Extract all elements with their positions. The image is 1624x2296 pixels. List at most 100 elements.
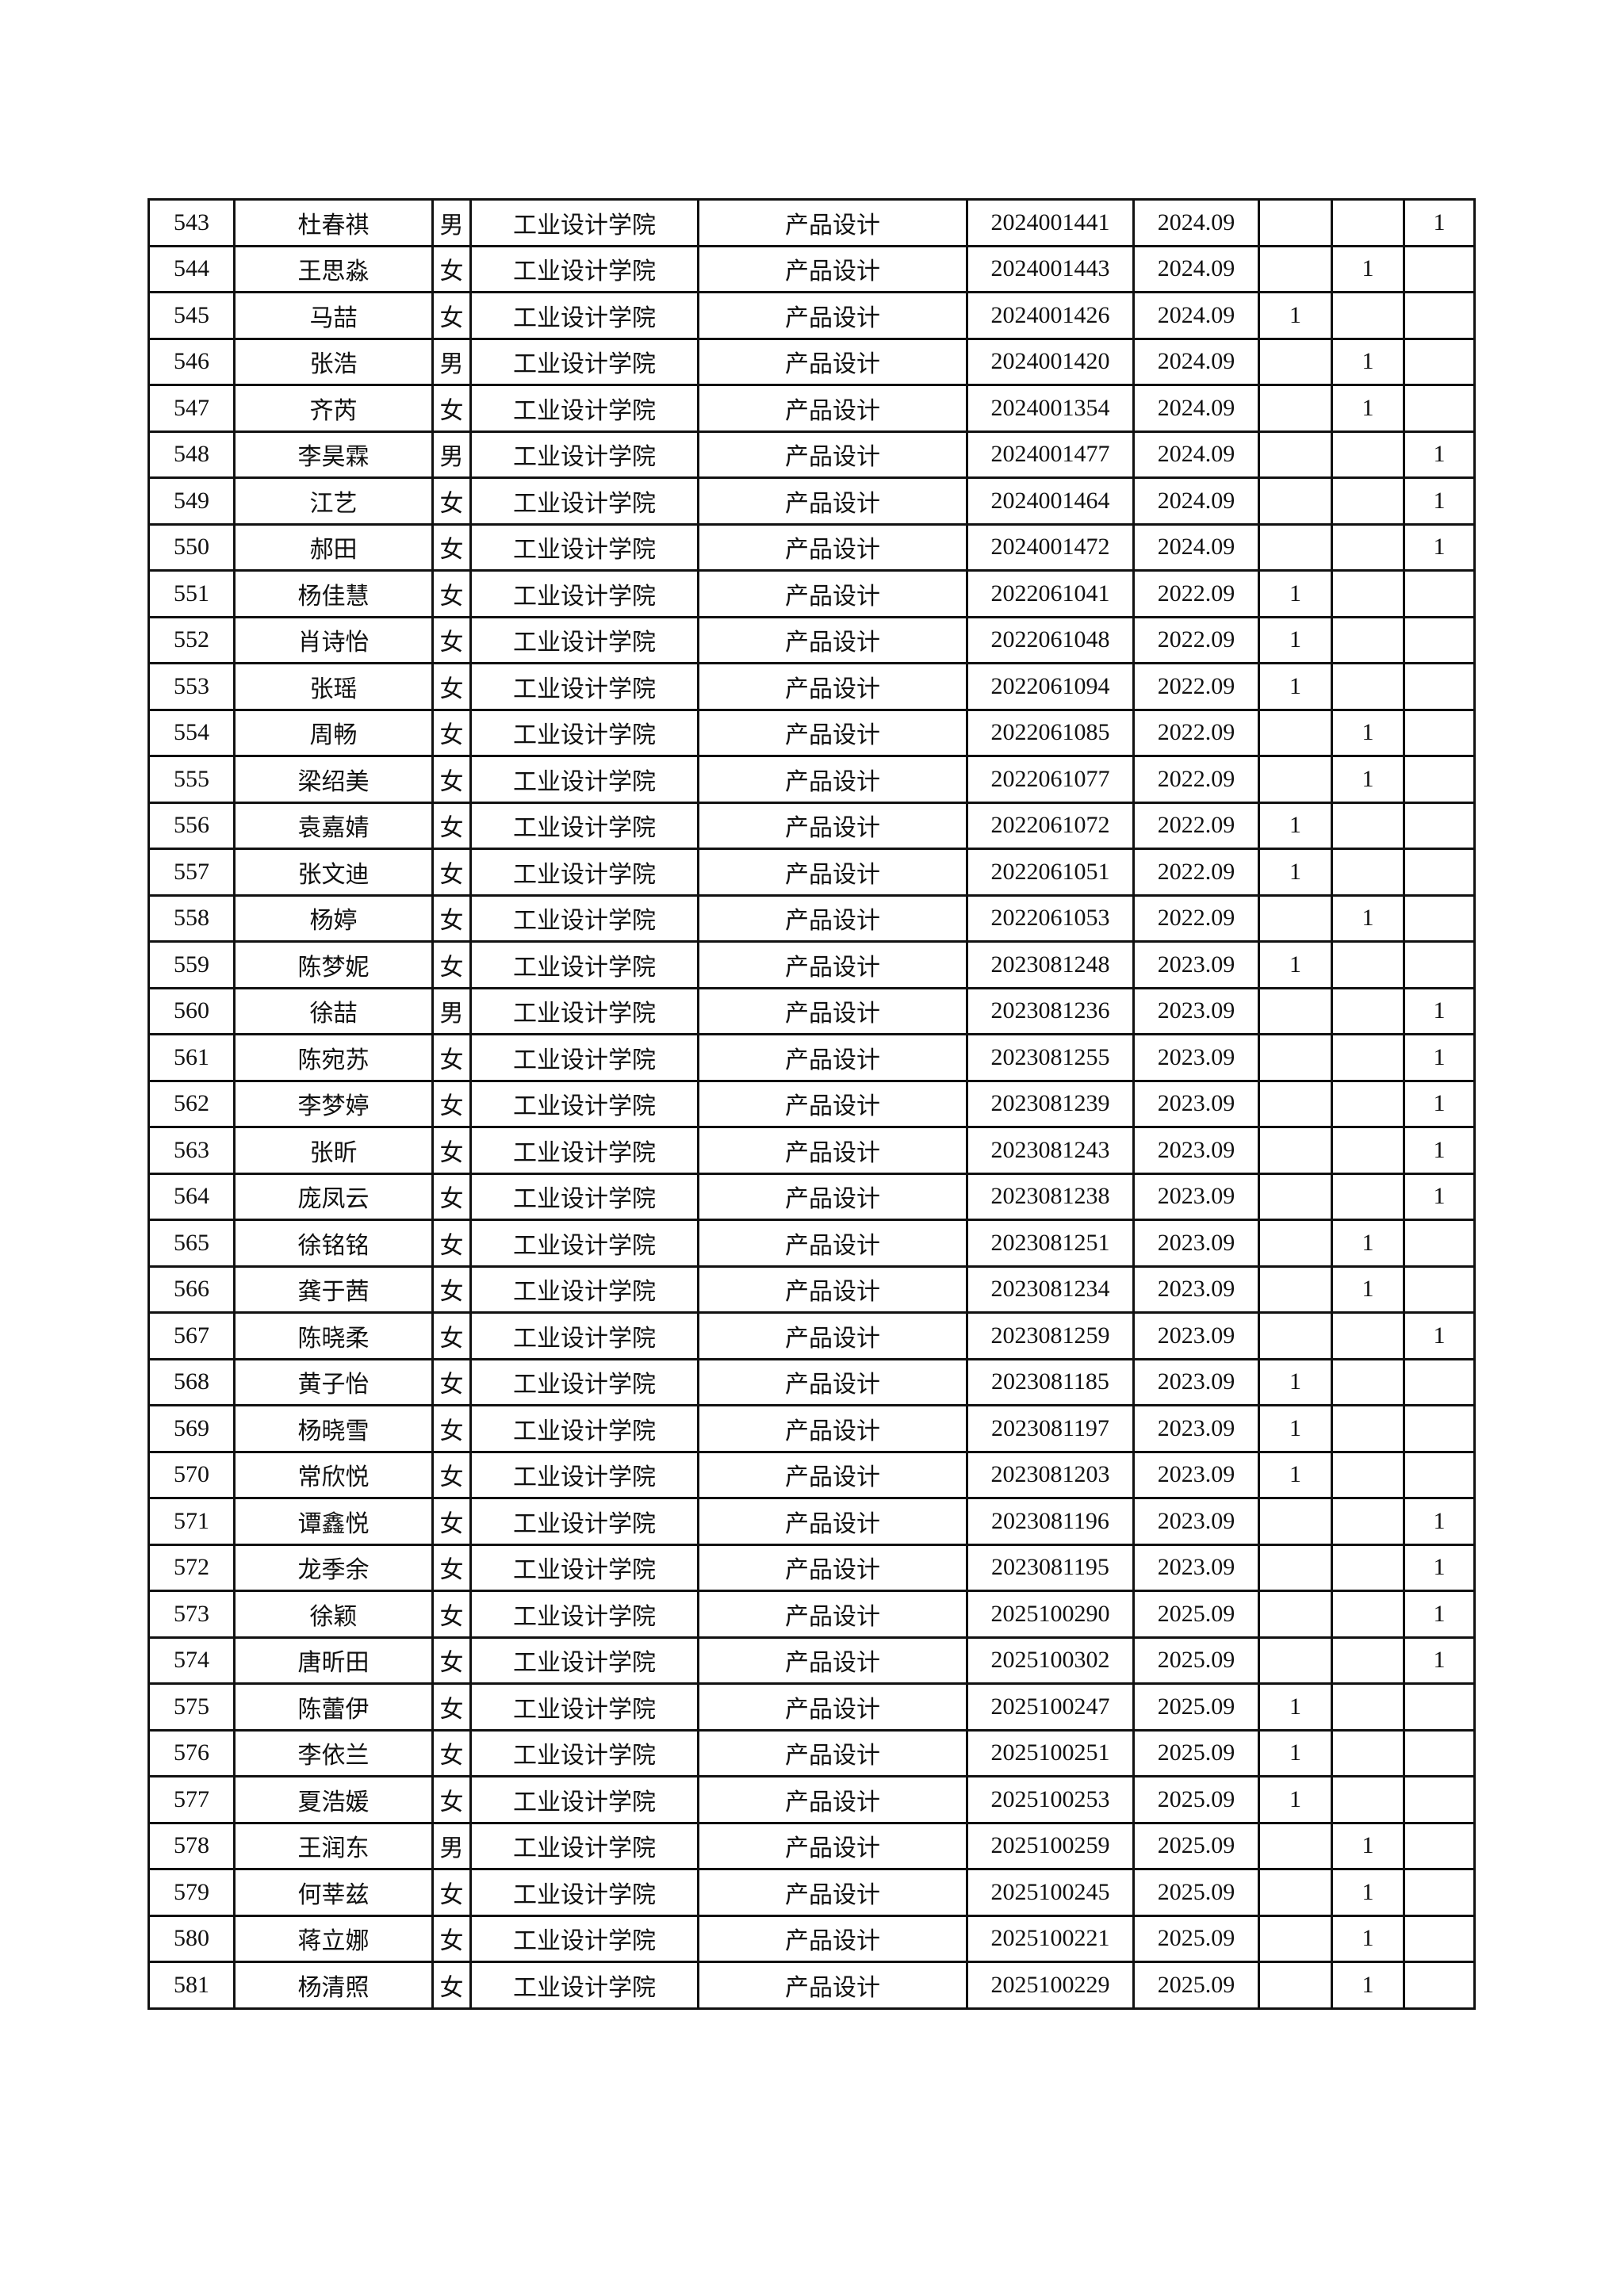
college-cell: 工业设计学院 xyxy=(469,615,699,664)
college-cell: 工业设计学院 xyxy=(469,522,699,572)
enrollment-date-cell: 2025.09 xyxy=(1132,1868,1260,1917)
enrollment-date-cell: 2022.09 xyxy=(1132,801,1260,850)
mark-cell-2 xyxy=(1331,801,1405,850)
row-number-cell: 561 xyxy=(147,1033,236,1082)
name-cell: 王润东 xyxy=(233,1821,434,1870)
enrollment-date-cell: 2024.09 xyxy=(1132,198,1260,247)
table-row: 545 马喆女工业设计学院 产品设计 2024001426 2024.09 1 xyxy=(147,291,1476,340)
gender-cell: 女 xyxy=(431,1311,472,1360)
mark-cell-1 xyxy=(1258,1636,1333,1685)
mark-cell-1 xyxy=(1258,1126,1333,1175)
gender-cell: 女 xyxy=(431,1961,472,2010)
student-id-cell: 2022061048 xyxy=(966,615,1135,664)
mark-cell-3: 1 xyxy=(1403,522,1476,572)
table-row: 551 杨佳慧女工业设计学院 产品设计 2022061041 2022.09 1 xyxy=(147,569,1476,618)
table-row: 548 李昊霖男工业设计学院 产品设计 2024001477 2024.09 1 xyxy=(147,430,1476,479)
mark-cell-1 xyxy=(1258,384,1333,433)
row-number-cell: 545 xyxy=(147,291,236,340)
student-id-cell: 2022061041 xyxy=(966,569,1135,618)
name-cell: 陈晓柔 xyxy=(233,1311,434,1360)
mark-cell-3: 1 xyxy=(1403,476,1476,526)
major-cell: 产品设计 xyxy=(697,244,968,293)
table-body: 543 杜春祺男工业设计学院 产品设计 2024001441 2024.09 1 544 王思… xyxy=(147,198,1476,2010)
mark-cell-1 xyxy=(1258,1219,1333,1268)
student-id-cell: 2025100290 xyxy=(966,1590,1135,1639)
major-cell: 产品设计 xyxy=(697,1033,968,1082)
major-cell: 产品设计 xyxy=(697,894,968,943)
enrollment-date-cell: 2025.09 xyxy=(1132,1590,1260,1639)
enrollment-date-cell: 2023.09 xyxy=(1132,1079,1260,1128)
gender-cell: 女 xyxy=(431,522,472,572)
mark-cell-3 xyxy=(1403,848,1476,897)
college-cell: 工业设计学院 xyxy=(469,1033,699,1082)
table-row: 571 谭鑫悦女工业设计学院 产品设计 2023081196 2023.09 1 xyxy=(147,1497,1476,1546)
mark-cell-2 xyxy=(1331,848,1405,897)
table-row: 555 梁绍美女工业设计学院 产品设计 2022061077 2022.09 1 xyxy=(147,755,1476,804)
mark-cell-2 xyxy=(1331,986,1405,1035)
gender-cell: 女 xyxy=(431,615,472,664)
mark-cell-1: 1 xyxy=(1258,1775,1333,1824)
student-id-cell: 2023081243 xyxy=(966,1126,1135,1175)
college-cell: 工业设计学院 xyxy=(469,476,699,526)
college-cell: 工业设计学院 xyxy=(469,1311,699,1360)
student-id-cell: 2022061072 xyxy=(966,801,1135,850)
gender-cell: 女 xyxy=(431,1357,472,1406)
mark-cell-1: 1 xyxy=(1258,662,1333,711)
table-row: 554 周畅女工业设计学院 产品设计 2022061085 2022.09 1 xyxy=(147,708,1476,757)
college-cell: 工业设计学院 xyxy=(469,1914,699,1963)
enrollment-date-cell: 2025.09 xyxy=(1132,1821,1260,1870)
row-number-cell: 577 xyxy=(147,1775,236,1824)
gender-cell: 女 xyxy=(431,940,472,989)
mark-cell-3 xyxy=(1403,940,1476,989)
gender-cell: 女 xyxy=(431,1728,472,1777)
mark-cell-2 xyxy=(1331,1590,1405,1639)
enrollment-date-cell: 2024.09 xyxy=(1132,291,1260,340)
name-cell: 徐喆 xyxy=(233,986,434,1035)
table-row: 558 杨婷女工业设计学院 产品设计 2022061053 2022.09 1 xyxy=(147,894,1476,943)
mark-cell-3 xyxy=(1403,1914,1476,1963)
mark-cell-2 xyxy=(1331,1033,1405,1082)
mark-cell-2: 1 xyxy=(1331,337,1405,386)
table-row: 561 陈宛苏女工业设计学院 产品设计 2023081255 2023.09 1 xyxy=(147,1033,1476,1082)
major-cell: 产品设计 xyxy=(697,1497,968,1546)
table-row: 576 李依兰女工业设计学院 产品设计 2025100251 2025.09 1 xyxy=(147,1728,1476,1777)
row-number-cell: 567 xyxy=(147,1311,236,1360)
college-cell: 工业设计学院 xyxy=(469,337,699,386)
table-row: 577 夏浩媛女工业设计学院 产品设计 2025100253 2025.09 1 xyxy=(147,1775,1476,1824)
mark-cell-3 xyxy=(1403,894,1476,943)
student-id-cell: 2025100253 xyxy=(966,1775,1135,1824)
mark-cell-1 xyxy=(1258,1497,1333,1546)
mark-cell-2 xyxy=(1331,1311,1405,1360)
mark-cell-2 xyxy=(1331,476,1405,526)
row-number-cell: 573 xyxy=(147,1590,236,1639)
mark-cell-1: 1 xyxy=(1258,1357,1333,1406)
table-row: 573 徐颖女工业设计学院 产品设计 2025100290 2025.09 1 xyxy=(147,1590,1476,1639)
mark-cell-1 xyxy=(1258,1311,1333,1360)
enrollment-date-cell: 2023.09 xyxy=(1132,1265,1260,1314)
college-cell: 工业设计学院 xyxy=(469,1219,699,1268)
mark-cell-2 xyxy=(1331,1079,1405,1128)
college-cell: 工业设计学院 xyxy=(469,384,699,433)
college-cell: 工业设计学院 xyxy=(469,1265,699,1314)
row-number-cell: 580 xyxy=(147,1914,236,1963)
row-number-cell: 546 xyxy=(147,337,236,386)
college-cell: 工业设计学院 xyxy=(469,1868,699,1917)
table-row: 547 齐芮女工业设计学院 产品设计 2024001354 2024.09 1 xyxy=(147,384,1476,433)
gender-cell: 男 xyxy=(431,430,472,479)
major-cell: 产品设计 xyxy=(697,986,968,1035)
enrollment-date-cell: 2023.09 xyxy=(1132,986,1260,1035)
mark-cell-3 xyxy=(1403,1357,1476,1406)
major-cell: 产品设计 xyxy=(697,755,968,804)
gender-cell: 女 xyxy=(431,1636,472,1685)
table-row: 557 张文迪女工业设计学院 产品设计 2022061051 2022.09 1 xyxy=(147,848,1476,897)
mark-cell-3: 1 xyxy=(1403,1497,1476,1546)
major-cell: 产品设计 xyxy=(697,1450,968,1499)
student-id-cell: 2023081203 xyxy=(966,1450,1135,1499)
gender-cell: 女 xyxy=(431,1172,472,1221)
row-number-cell: 560 xyxy=(147,986,236,1035)
major-cell: 产品设计 xyxy=(697,337,968,386)
major-cell: 产品设计 xyxy=(697,1079,968,1128)
mark-cell-1: 1 xyxy=(1258,940,1333,989)
major-cell: 产品设计 xyxy=(697,708,968,757)
mark-cell-1: 1 xyxy=(1258,1728,1333,1777)
